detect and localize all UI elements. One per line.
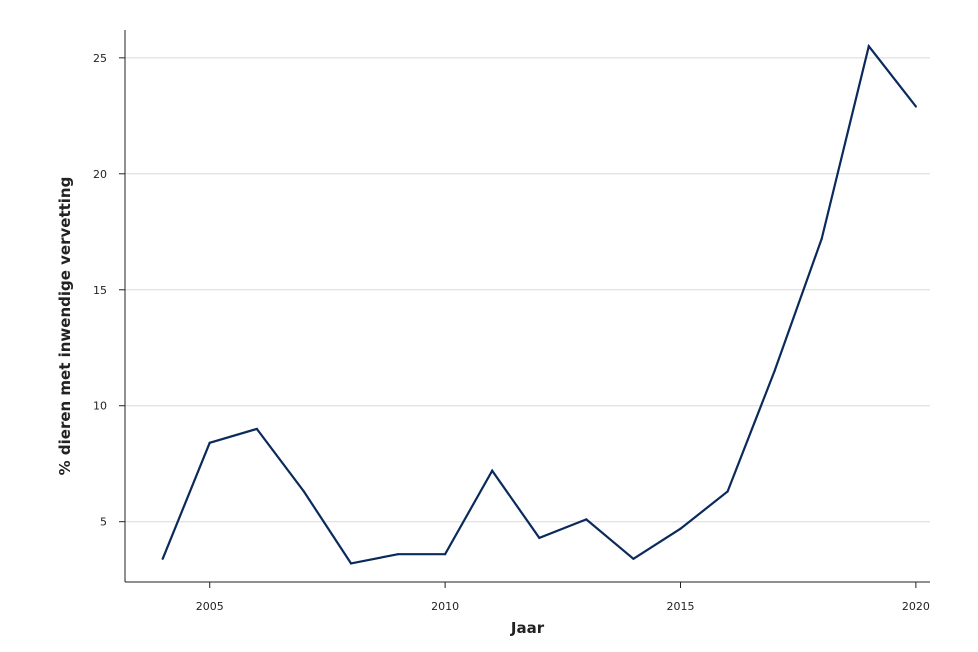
- data-point: [255, 427, 258, 431]
- axes: [119, 30, 930, 588]
- data-point: [538, 536, 541, 540]
- data-point: [773, 369, 776, 373]
- x-tick-label: 2015: [666, 600, 694, 613]
- data-point: [820, 237, 823, 240]
- data-point: [679, 527, 682, 530]
- data-point: [585, 518, 588, 521]
- series-line: [161, 43, 917, 565]
- gridlines: [125, 57, 930, 523]
- x-tick-label: 2020: [902, 600, 930, 613]
- y-tick-label: 10: [93, 400, 107, 413]
- data-point: [867, 45, 870, 48]
- data-point: [208, 441, 211, 444]
- data-point: [161, 557, 164, 560]
- y-tick-label: 20: [93, 168, 107, 181]
- x-tick-label: 2005: [196, 600, 224, 613]
- data-point: [914, 105, 917, 108]
- y-tick-label: 15: [93, 284, 107, 297]
- tick-labels: 5 10 15 20 25 2005 2010 2015 2020: [93, 52, 930, 613]
- data-point: [726, 490, 729, 493]
- data-point: [302, 490, 305, 493]
- x-tick-label: 2010: [431, 600, 459, 613]
- y-axis-title: % dieren met inwendige vervetting: [56, 177, 74, 476]
- series-layer: [161, 43, 917, 565]
- x-axis-title: Jaar: [510, 619, 545, 637]
- data-point: [396, 553, 400, 556]
- data-point: [632, 557, 635, 560]
- y-tick-label: 25: [93, 52, 107, 65]
- data-point: [444, 553, 447, 556]
- data-point: [349, 562, 353, 565]
- y-tick-label: 5: [100, 516, 107, 529]
- data-point: [491, 469, 494, 472]
